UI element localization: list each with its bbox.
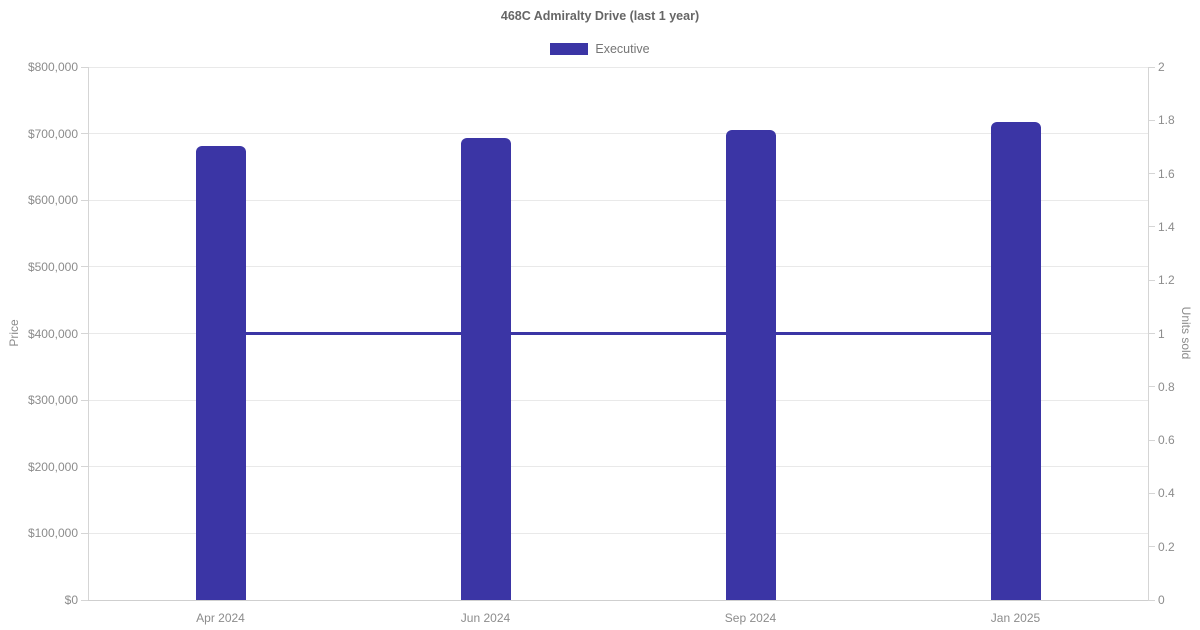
right-axis-tick bbox=[1148, 119, 1155, 121]
legend-item-executive[interactable]: Executive bbox=[550, 42, 650, 56]
right-axis-tick bbox=[1148, 492, 1155, 494]
right-axis-tick bbox=[1148, 333, 1155, 334]
right-axis-title: Units sold bbox=[1179, 306, 1193, 360]
right-axis-tick-label: 0.2 bbox=[1158, 539, 1175, 554]
bar-jun-2024[interactable] bbox=[460, 138, 511, 600]
left-axis-line bbox=[88, 67, 89, 600]
left-axis-tick bbox=[81, 466, 88, 468]
gridline bbox=[88, 266, 1148, 268]
legend-label-executive: Executive bbox=[595, 42, 650, 56]
right-axis-tick bbox=[1148, 386, 1155, 388]
right-axis-tick bbox=[1148, 173, 1155, 175]
left-axis-tick-label: $0 bbox=[64, 593, 78, 607]
gridline bbox=[88, 133, 1148, 135]
right-axis-tick bbox=[1148, 66, 1155, 68]
right-axis-tick-label: 0.4 bbox=[1158, 486, 1175, 501]
bar-jan-2025[interactable] bbox=[990, 122, 1041, 600]
left-axis-tick-label: $700,000 bbox=[27, 126, 78, 141]
gridline bbox=[88, 333, 1148, 334]
left-axis-tick bbox=[81, 333, 88, 334]
left-axis-tick-label: $300,000 bbox=[27, 393, 78, 408]
right-axis-tick bbox=[1148, 546, 1155, 548]
gridline bbox=[88, 199, 1148, 201]
right-axis-tick bbox=[1148, 279, 1155, 281]
left-axis-tick-label: $200,000 bbox=[27, 459, 78, 474]
right-axis-tick-label: 1.4 bbox=[1158, 219, 1175, 234]
legend-swatch-executive bbox=[550, 43, 589, 55]
right-axis-line bbox=[1148, 67, 1149, 600]
gridline bbox=[88, 466, 1148, 468]
right-axis-tick-label: 1 bbox=[1158, 326, 1165, 341]
left-axis-tick-label: $100,000 bbox=[27, 526, 78, 541]
right-axis-tick-label: 0.8 bbox=[1158, 379, 1175, 394]
x-axis-label: Apr 2024 bbox=[196, 611, 245, 625]
x-axis-label: Jan 2025 bbox=[990, 611, 1041, 625]
right-axis-tick-label: 0 bbox=[1158, 593, 1165, 607]
right-axis-tick bbox=[1148, 599, 1155, 601]
left-axis-tick bbox=[81, 399, 88, 401]
left-axis-tick-label: $600,000 bbox=[27, 193, 78, 208]
x-axis-label: Jun 2024 bbox=[460, 611, 511, 625]
bottom-axis-line bbox=[88, 599, 1148, 601]
right-axis-tick-label: 2 bbox=[1158, 60, 1165, 74]
left-axis-tick bbox=[81, 66, 88, 68]
right-axis-tick bbox=[1148, 226, 1155, 228]
left-axis-tick-label: $500,000 bbox=[27, 259, 78, 274]
gridline bbox=[88, 399, 1148, 401]
left-axis-title: Price bbox=[7, 319, 21, 347]
legend: Executive bbox=[0, 42, 1200, 56]
left-axis-tick bbox=[81, 599, 88, 601]
left-axis-tick bbox=[81, 266, 88, 268]
left-axis-tick bbox=[81, 133, 88, 135]
right-axis-tick-label: 1.8 bbox=[1158, 113, 1175, 128]
right-axis-tick bbox=[1148, 439, 1155, 441]
left-axis-tick-label: $800,000 bbox=[27, 60, 78, 74]
gridline bbox=[88, 532, 1148, 534]
right-axis-tick-label: 1.6 bbox=[1158, 166, 1175, 181]
left-axis-tick bbox=[81, 199, 88, 201]
right-axis-tick-label: 0.6 bbox=[1158, 433, 1175, 448]
bar-sep-2024[interactable] bbox=[725, 129, 776, 600]
chart-title: 468C Admiralty Drive (last 1 year) bbox=[500, 9, 700, 23]
right-axis-tick-label: 1.2 bbox=[1158, 273, 1175, 288]
x-axis-label: Sep 2024 bbox=[724, 611, 777, 625]
gridline bbox=[88, 66, 1148, 68]
left-axis-tick-label: $400,000 bbox=[27, 326, 78, 341]
bar-apr-2024[interactable] bbox=[195, 145, 246, 600]
left-axis-tick bbox=[81, 532, 88, 534]
